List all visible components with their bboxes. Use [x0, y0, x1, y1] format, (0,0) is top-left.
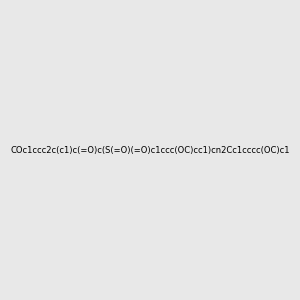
Text: COc1ccc2c(c1)c(=O)c(S(=O)(=O)c1ccc(OC)cc1)cn2Cc1cccc(OC)c1: COc1ccc2c(c1)c(=O)c(S(=O)(=O)c1ccc(OC)cc… [10, 146, 290, 154]
